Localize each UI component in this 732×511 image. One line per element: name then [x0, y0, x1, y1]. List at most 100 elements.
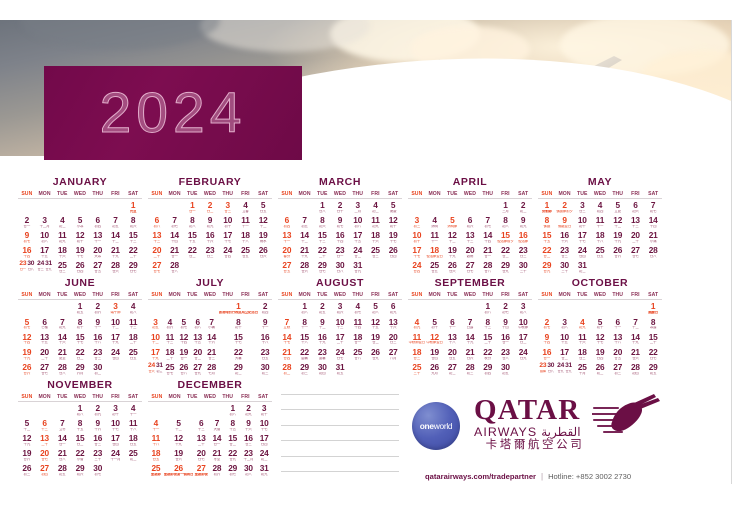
- day-cell[interactable]: 22 小雪: [71, 448, 89, 463]
- day-cell[interactable]: 28 廿六: [107, 260, 125, 275]
- day-cell[interactable]: 14 廿一: [209, 433, 225, 448]
- day-cell[interactable]: 2 初五: [313, 301, 331, 316]
- day-cell[interactable]: 9 佛誕翌日: [556, 215, 574, 230]
- footer-website-link[interactable]: qatarairways.com/tradepartner: [425, 472, 536, 481]
- day-cell[interactable]: 5 十二: [18, 418, 36, 433]
- day-cell[interactable]: 8 初六: [124, 215, 142, 230]
- day-cell[interactable]: 26 聖誕節後第一個周日: [164, 463, 194, 478]
- day-cell[interactable]: 7 初七: [166, 215, 184, 230]
- day-cell[interactable]: 13 十三: [148, 230, 166, 245]
- day-cell[interactable]: 30 初八: [241, 463, 257, 478]
- day-cell[interactable]: 24 十一月: [107, 448, 125, 463]
- day-cell[interactable]: 29 六月: [71, 362, 89, 377]
- day-cell[interactable]: 7 小暑: [205, 317, 219, 332]
- day-cell[interactable]: 30 初七: [89, 463, 107, 478]
- day-cell[interactable]: 21 廿六: [627, 347, 645, 362]
- day-cell[interactable]: 24 初二: [256, 448, 272, 463]
- day-cell[interactable]: 23 霜降 30 廿八: [538, 362, 556, 377]
- day-cell[interactable]: 19 廿四: [591, 347, 609, 362]
- day-cell[interactable]: 3 初六: [331, 301, 349, 316]
- day-cell[interactable]: 24 廿七: [331, 347, 349, 362]
- day-cell[interactable]: 25 聖誕節: [148, 463, 164, 478]
- day-cell[interactable]: 28 七月: [205, 362, 219, 377]
- day-cell[interactable]: 16 廿三: [241, 433, 257, 448]
- day-cell[interactable]: 22 二十: [313, 245, 331, 260]
- day-cell[interactable]: 17 十五: [349, 230, 367, 245]
- day-cell[interactable]: 17 十五: [36, 245, 54, 260]
- day-cell[interactable]: 11 十四: [349, 317, 367, 332]
- day-cell[interactable]: 1 廿八: [313, 200, 331, 215]
- day-cell[interactable]: 15 廿二: [225, 433, 241, 448]
- day-cell[interactable]: 26 廿四: [71, 260, 89, 275]
- day-cell[interactable]: 25 廿三: [53, 260, 71, 275]
- day-cell[interactable]: 2 初九: [89, 403, 107, 418]
- day-cell[interactable]: 24 廿四: [408, 260, 426, 275]
- day-cell[interactable]: 11 十三: [163, 332, 177, 347]
- day-cell[interactable]: 28 初六: [209, 463, 225, 478]
- day-cell[interactable]: 18 十六: [367, 230, 385, 245]
- day-cell[interactable]: 7 初五: [107, 215, 125, 230]
- day-cell[interactable]: 5 初七: [18, 317, 36, 332]
- day-cell[interactable]: 8 十一: [296, 317, 314, 332]
- day-cell[interactable]: 2 廿一: [18, 215, 36, 230]
- day-cell[interactable]: 29 初六: [71, 463, 89, 478]
- day-cell[interactable]: 23 廿三: [514, 245, 532, 260]
- day-cell[interactable]: 11 初九: [367, 215, 385, 230]
- day-cell[interactable]: 16 十四: [18, 245, 36, 260]
- day-cell[interactable]: 8 十三: [479, 317, 497, 332]
- day-cell[interactable]: 3 初八: [556, 317, 574, 332]
- day-cell[interactable]: 14 十六: [205, 332, 219, 347]
- day-cell[interactable]: 17 廿二: [556, 347, 574, 362]
- day-cell[interactable]: 4 初二: [53, 215, 71, 230]
- day-cell[interactable]: 20 大寒: [89, 245, 107, 260]
- day-cell[interactable]: 1 初八: [296, 301, 314, 316]
- day-cell[interactable]: 9 初九: [201, 215, 219, 230]
- day-cell[interactable]: 13 二十: [193, 433, 209, 448]
- note-line[interactable]: [281, 440, 399, 442]
- day-cell[interactable]: 13 十一: [278, 230, 296, 245]
- day-cell[interactable]: 1 初八: [479, 301, 497, 316]
- day-cell[interactable]: 28 廿六: [296, 260, 314, 275]
- day-cell[interactable]: 10 十五: [556, 332, 574, 347]
- day-cell[interactable]: 25 廿五: [426, 260, 444, 275]
- day-cell[interactable]: 15 復活節前夕: [497, 230, 515, 245]
- day-cell[interactable]: 1 香港特別行政區成立紀念日: [219, 301, 259, 316]
- day-cell[interactable]: 27 聖誕節後: [193, 463, 209, 478]
- day-cell[interactable]: 22 廿二: [497, 245, 515, 260]
- day-cell[interactable]: 13 十八: [609, 332, 627, 347]
- day-cell[interactable]: 2 初七: [497, 301, 515, 316]
- day-cell[interactable]: 24 廿六 31 初三: [148, 362, 163, 377]
- day-cell[interactable]: 27 初二: [443, 362, 461, 377]
- day-cell[interactable]: 4 初八: [124, 301, 142, 316]
- day-cell[interactable]: 19 廿四: [426, 347, 444, 362]
- day-cell[interactable]: 20 廿五: [609, 347, 627, 362]
- day-cell[interactable]: 26 廿八: [177, 362, 191, 377]
- day-cell[interactable]: 5 清明節: [443, 215, 461, 230]
- day-cell[interactable]: 8 初十: [219, 317, 259, 332]
- day-cell[interactable]: 27 廿七: [36, 362, 54, 377]
- day-cell[interactable]: 27 廿七: [627, 245, 645, 260]
- day-cell[interactable]: 13 十五: [36, 332, 54, 347]
- day-cell[interactable]: 12 初十: [71, 230, 89, 245]
- day-cell[interactable]: 7 初九: [53, 317, 71, 332]
- day-cell[interactable]: 24 廿九: [514, 347, 532, 362]
- day-cell[interactable]: 5 初十: [426, 317, 444, 332]
- day-cell[interactable]: 17 二十: [331, 332, 349, 347]
- day-cell[interactable]: 6 初六: [627, 200, 645, 215]
- day-cell[interactable]: 13 十六: [384, 317, 402, 332]
- note-line[interactable]: [281, 409, 399, 411]
- day-cell[interactable]: 13 十八: [443, 332, 461, 347]
- day-cell[interactable]: 24 廿四: [219, 245, 237, 260]
- day-cell[interactable]: 5 十二: [164, 418, 194, 433]
- day-cell[interactable]: 25 廿五: [237, 245, 255, 260]
- day-cell[interactable]: 18 十八: [237, 230, 255, 245]
- day-cell[interactable]: 29 初七: [225, 463, 241, 478]
- day-cell[interactable]: 11 十六: [573, 332, 591, 347]
- day-cell[interactable]: 14 十四: [166, 230, 184, 245]
- day-cell[interactable]: 18 十六: [53, 245, 71, 260]
- day-cell[interactable]: 3 十二月: [36, 215, 54, 230]
- day-cell[interactable]: 17 十九: [148, 347, 163, 362]
- day-cell[interactable]: 31 廿九: [349, 260, 367, 275]
- day-cell[interactable]: 29 初四: [479, 362, 497, 377]
- day-cell[interactable]: 22 秋分: [479, 347, 497, 362]
